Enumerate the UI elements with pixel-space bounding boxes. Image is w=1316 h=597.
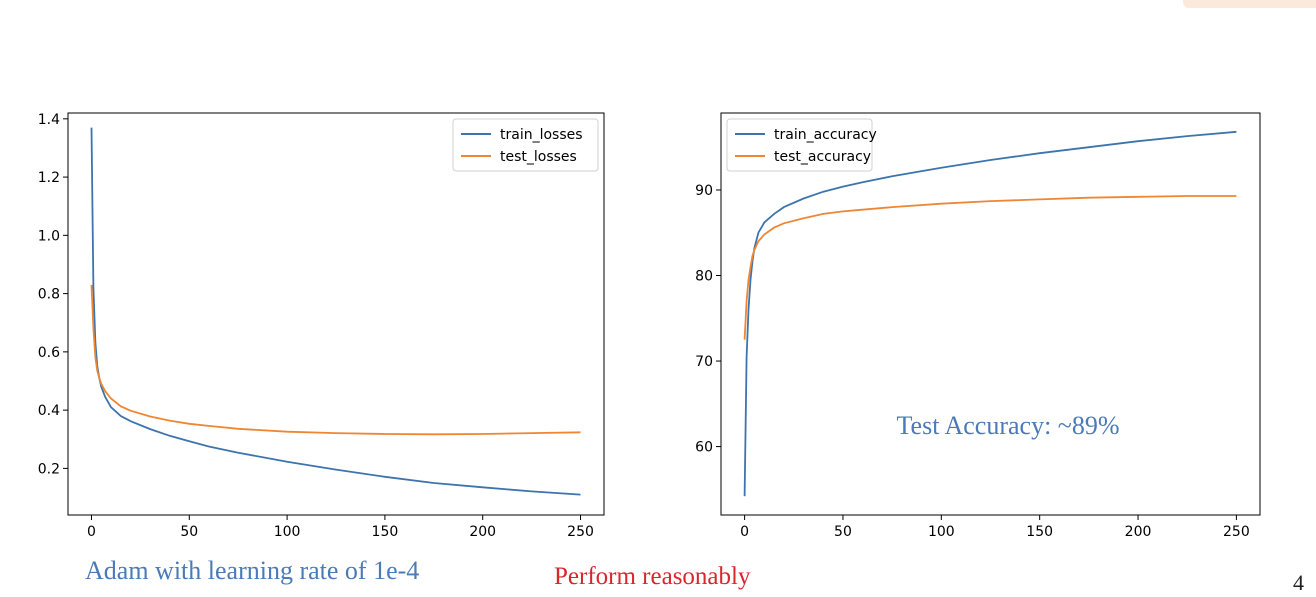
- loss-x-tick: 250: [567, 515, 594, 540]
- loss-legend-label-test_losses: test_losses: [500, 149, 577, 165]
- acc-legend-label-test_accuracy: test_accuracy: [774, 149, 871, 165]
- loss-x-tick: 150: [372, 515, 399, 540]
- acc-x-tick-label: 150: [1026, 524, 1053, 540]
- acc-y-tick-label: 60: [695, 440, 713, 456]
- loss-y-tick: 0.8: [38, 287, 68, 303]
- optimizer-caption: Adam with learning rate of 1e-4: [85, 556, 420, 585]
- loss-x-tick: 0: [87, 515, 96, 540]
- loss-axes-frame: [67, 112, 605, 516]
- acc-x-tick-label: 200: [1125, 524, 1152, 540]
- test-accuracy-annotation: Test Accuracy: ~89%: [896, 411, 1119, 440]
- acc-y-tick-label: 80: [695, 269, 713, 285]
- acc-x-tick-label: 100: [928, 524, 955, 540]
- acc-y-tick: 70: [695, 354, 721, 370]
- loss-x-tick: 200: [469, 515, 496, 540]
- acc-series-line-test_accuracy: [743, 195, 1237, 340]
- loss-x-tick-label: 100: [274, 524, 301, 540]
- acc-x-tick: 0: [740, 515, 749, 540]
- performance-caption: Perform reasonably: [554, 563, 751, 590]
- loss-y-tick: 0.6: [38, 345, 68, 361]
- loss-x-tick: 50: [180, 515, 198, 540]
- acc-x-tick-label: 50: [834, 524, 852, 540]
- loss-y-tick: 1.4: [38, 112, 68, 128]
- loss-y-tick-label: 1.2: [38, 170, 60, 186]
- loss-y-tick-label: 0.8: [38, 287, 60, 303]
- acc-y-tick-label: 70: [695, 354, 713, 370]
- loss-x-tick-label: 200: [469, 524, 496, 540]
- loss-x-tick-label: 250: [567, 524, 594, 540]
- acc-axes-frame: [720, 112, 1261, 516]
- loss-legend-label-train_losses: train_losses: [500, 127, 583, 143]
- loss-y-tick: 0.4: [38, 403, 68, 419]
- loss-y-tick: 1.2: [38, 170, 68, 186]
- loss-y-tick-label: 1.0: [38, 228, 60, 244]
- acc-x-tick-label: 250: [1223, 524, 1250, 540]
- loss-y-tick: 0.2: [38, 461, 68, 477]
- acc-x-tick: 150: [1026, 515, 1053, 540]
- loss-y-tick-label: 0.6: [38, 345, 60, 361]
- acc-x-tick-label: 0: [740, 524, 749, 540]
- acc-legend: train_accuracy test_accuracy: [726, 118, 877, 172]
- acc-y-tick: 90: [695, 183, 721, 199]
- acc-y-tick: 60: [695, 440, 721, 456]
- acc-plot: 0 50 100 150 200 250 60 70 80 90 train_accuracytes…: [695, 112, 1261, 540]
- slide-page-number: 4: [1293, 570, 1304, 595]
- acc-series-line-train_accuracy: [743, 130, 1237, 497]
- loss-plot: 0 50 100 150 200 250 0.2 0.4 0.6 0.8 1.0 1.2 1.4 trai…: [38, 112, 605, 540]
- loss-x-tick: 100: [274, 515, 301, 540]
- acc-x-tick: 250: [1223, 515, 1250, 540]
- loss-legend: train_losses test_losses: [452, 118, 599, 172]
- loss-series-line-test_losses: [90, 284, 581, 436]
- acc-x-tick: 100: [928, 515, 955, 540]
- acc-x-tick: 50: [834, 515, 852, 540]
- loss-y-tick: 1.0: [38, 228, 68, 244]
- acc-y-tick: 80: [695, 269, 721, 285]
- loss-legend-box: [452, 118, 599, 172]
- loss-y-tick-label: 0.4: [38, 403, 60, 419]
- corner-decoration: [1183, 0, 1316, 8]
- acc-x-tick: 200: [1125, 515, 1152, 540]
- loss-x-tick-label: 0: [87, 524, 96, 540]
- acc-y-tick-label: 90: [695, 183, 713, 199]
- loss-y-tick-label: 0.2: [38, 461, 60, 477]
- loss-x-tick-label: 50: [180, 524, 198, 540]
- acc-legend-label-train_accuracy: train_accuracy: [774, 127, 877, 143]
- loss-y-tick-label: 1.4: [38, 112, 60, 128]
- acc-legend-box: [726, 118, 873, 172]
- loss-x-tick-label: 150: [372, 524, 399, 540]
